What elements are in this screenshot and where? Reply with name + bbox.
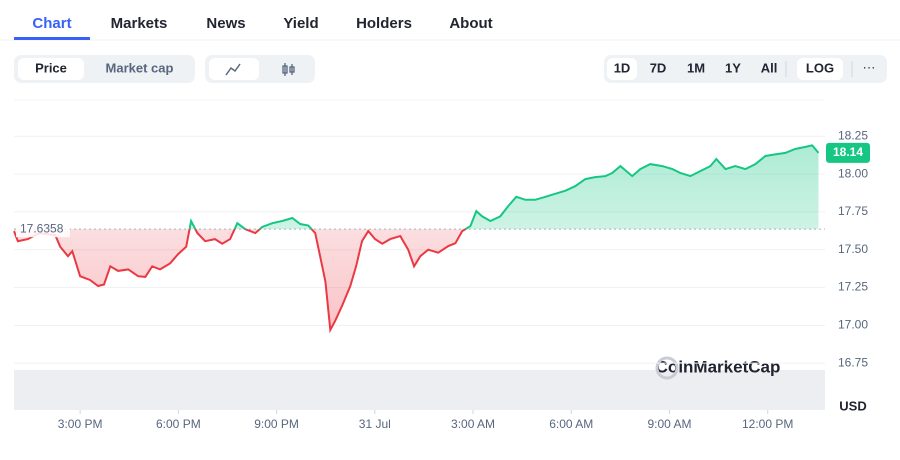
volume-band (14, 370, 825, 410)
log-label[interactable]: LOG (806, 60, 834, 75)
range-button[interactable]: 1M (687, 60, 705, 75)
tab[interactable]: Markets (111, 15, 168, 32)
x-tick-label: 9:00 AM (647, 417, 691, 431)
tab[interactable]: Chart (32, 15, 71, 32)
range-button[interactable]: 1Y (725, 60, 741, 75)
range-button[interactable]: 1D (614, 60, 631, 75)
watermark: CoinMarketCap (656, 357, 781, 376)
x-tick-label: 9:00 PM (254, 417, 299, 431)
tab[interactable]: About (449, 15, 492, 32)
active-toggle[interactable] (18, 58, 84, 80)
active-range[interactable] (607, 58, 637, 80)
y-tick-label: 17.75 (838, 204, 868, 218)
baseline-label: 17.6358 (20, 221, 64, 235)
x-tick-label: 31 Jul (359, 417, 391, 431)
toggle[interactable]: Market cap (106, 60, 174, 75)
price-tag-label: 18.14 (833, 145, 863, 159)
candle-icon[interactable] (282, 63, 295, 76)
more-button[interactable]: ··· (863, 59, 876, 74)
y-tick-label: 17.50 (838, 242, 868, 256)
log-button[interactable] (797, 58, 843, 80)
y-unit: USD (839, 398, 866, 413)
tab[interactable]: News (206, 15, 245, 32)
price-tag (826, 142, 870, 163)
y-tick-label: 17.25 (838, 280, 868, 294)
x-tick-label: 6:00 AM (549, 417, 593, 431)
baseline-label-bg (16, 221, 70, 238)
tab[interactable]: Yield (283, 15, 318, 32)
range-button[interactable]: All (761, 60, 778, 75)
x-tick-label: 6:00 PM (156, 417, 201, 431)
y-tick-label: 17.00 (838, 317, 868, 331)
x-tick-label: 12:00 PM (742, 417, 793, 431)
x-tick-label: 3:00 PM (58, 417, 103, 431)
toggle[interactable]: Price (35, 60, 67, 75)
y-tick-label: 18.00 (838, 166, 868, 180)
tab[interactable]: Holders (356, 15, 412, 32)
price-line-up (188, 144, 820, 230)
range-group (604, 55, 887, 83)
watermark-logo (655, 356, 679, 380)
price-line-down (13, 229, 468, 334)
line-icon (225, 63, 241, 76)
line-type-button[interactable] (209, 58, 259, 80)
area-down (14, 229, 819, 330)
y-tick-label: 16.75 (838, 355, 868, 369)
active-tab-underline (14, 37, 90, 40)
y-tick-label: 18.25 (838, 128, 868, 142)
x-tick-label: 3:00 AM (451, 417, 495, 431)
range-button[interactable]: 7D (650, 60, 667, 75)
